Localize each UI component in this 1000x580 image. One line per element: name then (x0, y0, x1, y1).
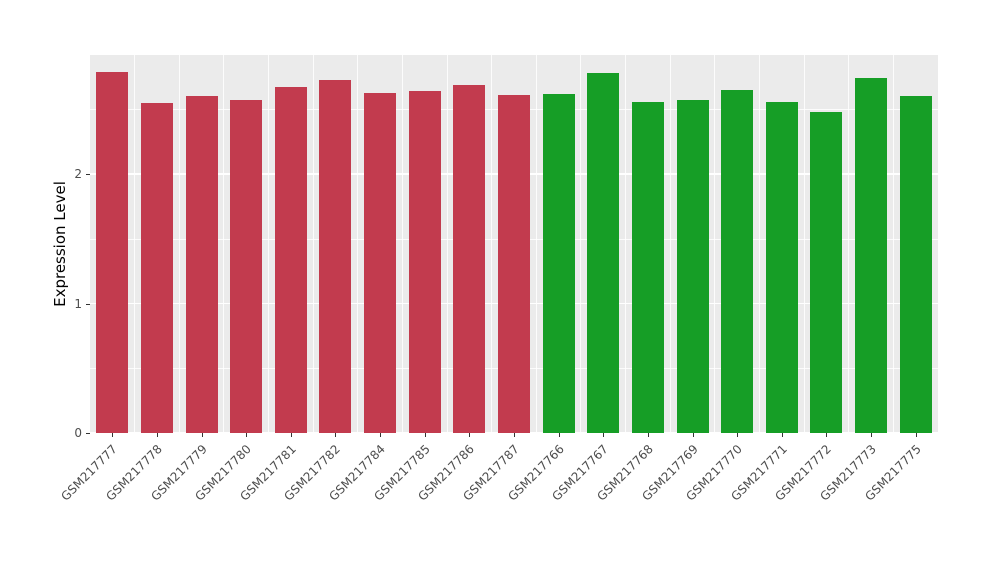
gridline-vertical (134, 55, 136, 433)
x-tick-mark (603, 433, 605, 437)
gridline-vertical (491, 55, 493, 433)
gridline-vertical (401, 55, 403, 433)
bar-GSM217778 (140, 102, 173, 433)
x-tick-mark (469, 433, 471, 437)
bar-GSM217771 (765, 101, 798, 433)
y-axis-title: Expression Level (51, 181, 69, 307)
gridline-vertical (357, 55, 359, 433)
x-tick-mark (737, 433, 739, 437)
y-tick-label: 1 (74, 296, 82, 311)
x-tick-mark (826, 433, 828, 437)
x-tick-mark (335, 433, 337, 437)
bar-GSM217768 (631, 101, 664, 433)
x-tick-mark (781, 433, 783, 437)
gridline-vertical (223, 55, 225, 433)
x-tick-mark (692, 433, 694, 437)
bar-GSM217782 (319, 79, 352, 433)
bar-GSM217780 (230, 100, 263, 433)
x-tick-mark (380, 433, 382, 437)
x-tick-mark (424, 433, 426, 437)
bar-GSM217787 (498, 95, 530, 433)
bar-GSM217784 (364, 92, 397, 433)
bar-GSM217769 (676, 100, 709, 433)
gridline-vertical (446, 55, 448, 433)
gridline-vertical (580, 55, 582, 433)
x-tick-mark (871, 433, 873, 437)
gridline-vertical (268, 55, 270, 433)
gridline-vertical (535, 55, 537, 433)
bar-GSM217779 (185, 96, 218, 433)
gridline-vertical (803, 55, 805, 433)
x-tick-mark (915, 433, 917, 437)
x-tick-mark (558, 433, 560, 437)
gridline-vertical (892, 55, 894, 433)
x-tick-mark (246, 433, 248, 437)
x-tick-label-GSM217775: GSM217775 (861, 442, 924, 504)
gridline-vertical (625, 55, 627, 433)
gridline-vertical (758, 55, 760, 433)
y-tick-mark (86, 174, 90, 176)
gridline-vertical (669, 55, 671, 433)
bar-GSM217770 (721, 89, 754, 433)
x-tick-label-GSM217768: GSM217768 (594, 442, 656, 504)
bar-GSM217786 (453, 84, 486, 433)
bar-GSM217773 (855, 78, 888, 433)
y-tick-mark (86, 303, 90, 305)
gridline-vertical (714, 55, 716, 433)
x-tick-mark (112, 433, 114, 437)
y-tick-label: 0 (74, 426, 82, 440)
plot-panel (90, 55, 938, 433)
x-tick-label-GSM217778: GSM217778 (103, 442, 165, 504)
bar-GSM217777 (96, 71, 129, 433)
bar-GSM217767 (587, 73, 620, 433)
x-tick-mark (201, 433, 203, 437)
y-tick-label: 2 (74, 167, 82, 182)
bar-GSM217766 (542, 93, 575, 433)
bar-GSM217785 (408, 91, 441, 433)
x-tick-mark (156, 433, 158, 437)
bar-GSM217772 (810, 111, 843, 433)
x-tick-mark (647, 433, 649, 437)
gridline-vertical (178, 55, 180, 433)
bar-GSM217775 (899, 96, 932, 433)
gridline-vertical (848, 55, 850, 433)
gridline-vertical (312, 55, 314, 433)
y-tick-mark (86, 433, 90, 434)
bar-GSM217781 (274, 87, 307, 433)
x-tick-mark (290, 433, 292, 437)
x-tick-mark (514, 433, 515, 437)
